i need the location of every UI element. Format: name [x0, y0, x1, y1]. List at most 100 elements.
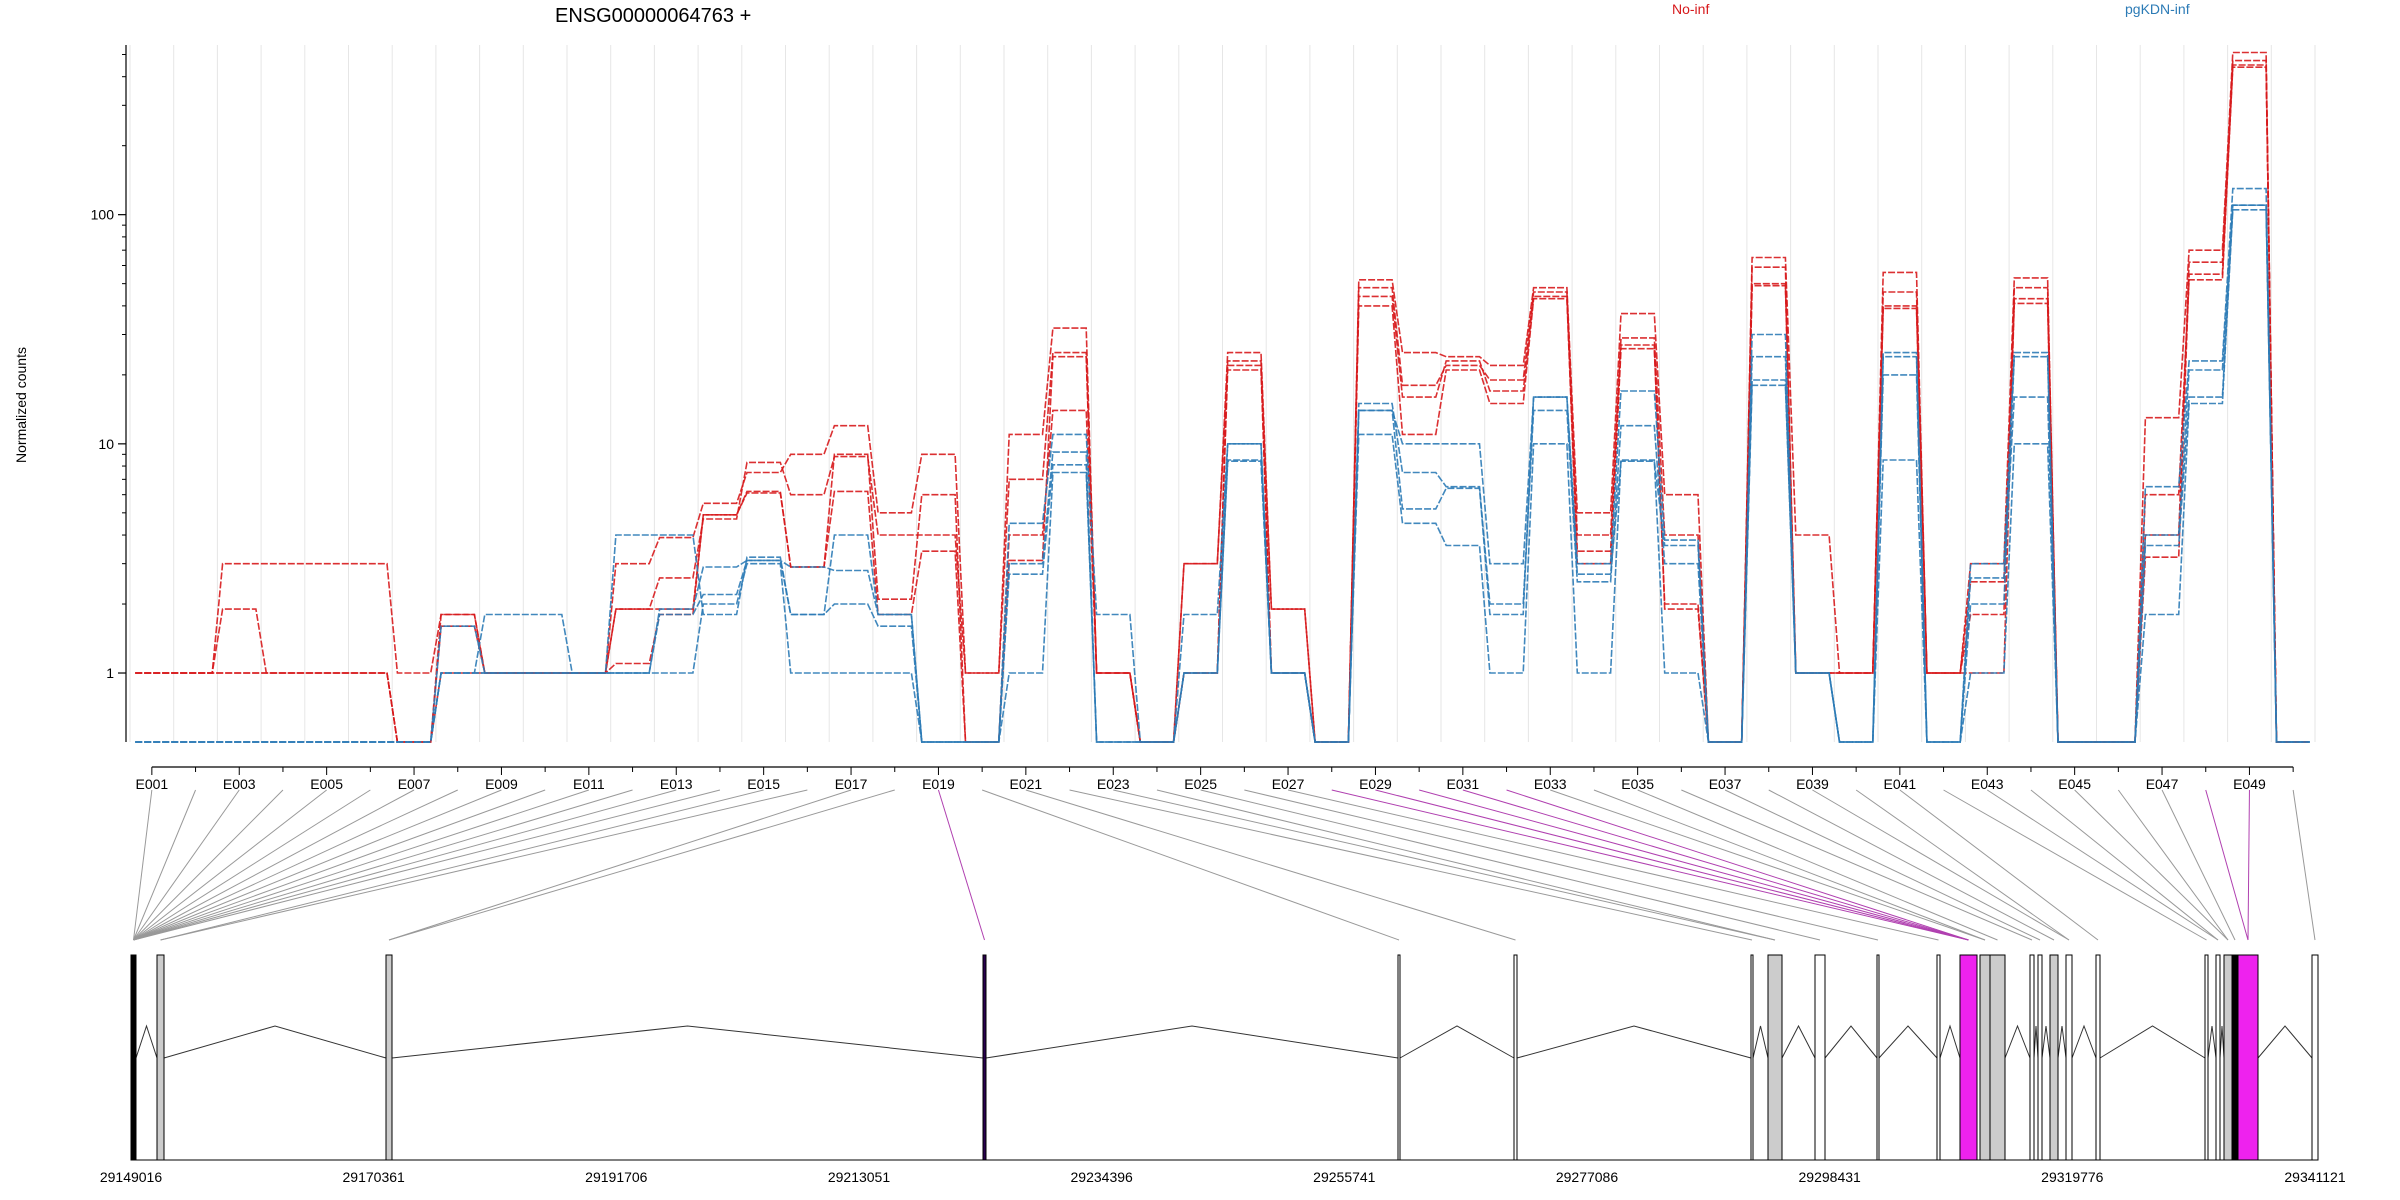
- exon-connector: [1550, 789, 1986, 941]
- x-tick-label: E031: [1446, 776, 1479, 792]
- exon-connector: [1637, 789, 1998, 941]
- coordinate-label: 29277086: [1556, 1169, 1619, 1185]
- x-tick-label: E037: [1709, 776, 1742, 792]
- exon-connector: [1156, 789, 1776, 941]
- exon-box: [2215, 954, 2221, 1161]
- x-tick-label: E009: [485, 776, 518, 792]
- coordinate-label: 29191706: [585, 1169, 648, 1185]
- x-tick-label: E035: [1621, 776, 1654, 792]
- intron-line: [2071, 1024, 2097, 1059]
- coordinate-label: 29149016: [100, 1169, 163, 1185]
- exon-connector: [1287, 789, 1939, 941]
- exon-connector: [937, 789, 985, 941]
- exon-connector: [1200, 789, 1821, 941]
- intron-line: [1878, 1025, 1938, 1059]
- exon-box: [1397, 954, 1401, 1161]
- y-tick-label: 1: [106, 665, 114, 681]
- exon-connector: [388, 789, 852, 941]
- y-tick-label: 100: [91, 207, 115, 223]
- exon-connector: [160, 789, 808, 941]
- exon-box: [1814, 954, 1826, 1161]
- exon-connector: [2292, 789, 2316, 941]
- coordinate-label: 29319776: [2041, 1169, 2104, 1185]
- exon-connector: [133, 789, 502, 941]
- y-axis-label: Normalized counts: [13, 347, 29, 463]
- exon-connector: [1855, 789, 2070, 941]
- exon-box: [1979, 954, 1991, 1161]
- intron-line: [135, 1024, 158, 1059]
- exon-box: [156, 954, 165, 1161]
- x-tick-label: E025: [1184, 776, 1217, 792]
- exon-connectors: [133, 789, 2316, 941]
- exon-connector: [1506, 789, 1969, 941]
- intron-line: [1824, 1025, 1878, 1059]
- exon-connector: [981, 789, 1400, 941]
- intron-line: [1752, 1025, 1769, 1059]
- intron-line: [2057, 1025, 2067, 1059]
- x-tick-label: E049: [2233, 776, 2266, 792]
- exon-box: [2029, 954, 2035, 1161]
- x-tick-label: E021: [1009, 776, 1042, 792]
- x-tick-label: E041: [1883, 776, 1916, 792]
- intron-line: [2004, 1024, 2031, 1059]
- series-line-pgkdn-inf-7: [135, 204, 2310, 743]
- exon-connector: [1724, 789, 2041, 941]
- exon-connector: [1244, 789, 1879, 941]
- exon-connector: [1331, 789, 1969, 941]
- x-tick-label: E015: [747, 776, 780, 792]
- coordinate-label: 29234396: [1071, 1169, 1134, 1185]
- exon-connector: [1375, 789, 1969, 941]
- y-axis: 1 10 100: [91, 45, 127, 742]
- exon-box: [130, 954, 137, 1161]
- exon-box: [2204, 954, 2209, 1161]
- exon-connector: [2030, 789, 2219, 941]
- x-tick-label: E043: [1971, 776, 2004, 792]
- intron-line: [2033, 1025, 2039, 1059]
- exon-box: [2231, 954, 2239, 1161]
- exon-box: [2311, 954, 2319, 1161]
- exon-box: [385, 954, 393, 1161]
- exon-connector: [133, 789, 633, 941]
- intron-line: [1781, 1024, 1816, 1059]
- legend-pgkdn-inf: pgKDN-inf: [2125, 1, 2190, 17]
- intron-line: [1516, 1025, 1752, 1059]
- x-tick-label: E005: [310, 776, 343, 792]
- exon-connector: [133, 789, 677, 941]
- exon-box: [1876, 954, 1880, 1161]
- chart-title: ENSG00000064763 +: [555, 5, 751, 27]
- exon-connector: [2161, 789, 2236, 941]
- exon-connector: [133, 789, 240, 941]
- exon-box: [2049, 954, 2059, 1161]
- exon-connector: [1986, 789, 2219, 941]
- x-tick-label: E003: [223, 776, 256, 792]
- x-tick-label: E019: [922, 776, 955, 792]
- intron-line: [1399, 1025, 1515, 1059]
- x-tick-label: E039: [1796, 776, 1829, 792]
- series-lines: [135, 51, 2310, 743]
- exon-connector: [133, 789, 590, 941]
- intron-line: [2207, 1025, 2217, 1059]
- intron-line: [2099, 1025, 2206, 1059]
- exon-connector: [1069, 789, 1753, 941]
- exon-box: [1750, 954, 1754, 1161]
- exon-connector: [1768, 789, 2055, 941]
- exon-connector: [2117, 789, 2229, 941]
- exon-connector: [1419, 789, 1969, 941]
- x-tick-label: E011: [573, 776, 605, 792]
- exon-connector: [160, 789, 764, 941]
- x-axis: E001 E003 E005 E007 E009 E011 E013 E015 E017 E019…: [135, 766, 2294, 792]
- x-tick-label: E029: [1359, 776, 1392, 792]
- exon-connector: [133, 789, 371, 941]
- exon-connector: [2247, 789, 2250, 941]
- exon-connector: [133, 789, 415, 941]
- intron-line: [985, 1025, 1399, 1059]
- exon-box: [1989, 954, 2006, 1161]
- exon-connector: [133, 789, 153, 941]
- exon-box: [2065, 954, 2073, 1161]
- legend-no-inf: No-inf: [1672, 1, 1709, 17]
- exon-box: [982, 954, 987, 1161]
- intron-line: [163, 1025, 387, 1059]
- intron-line: [2041, 1025, 2051, 1059]
- exon-box: [2237, 954, 2259, 1161]
- exon-connector: [2074, 789, 2229, 941]
